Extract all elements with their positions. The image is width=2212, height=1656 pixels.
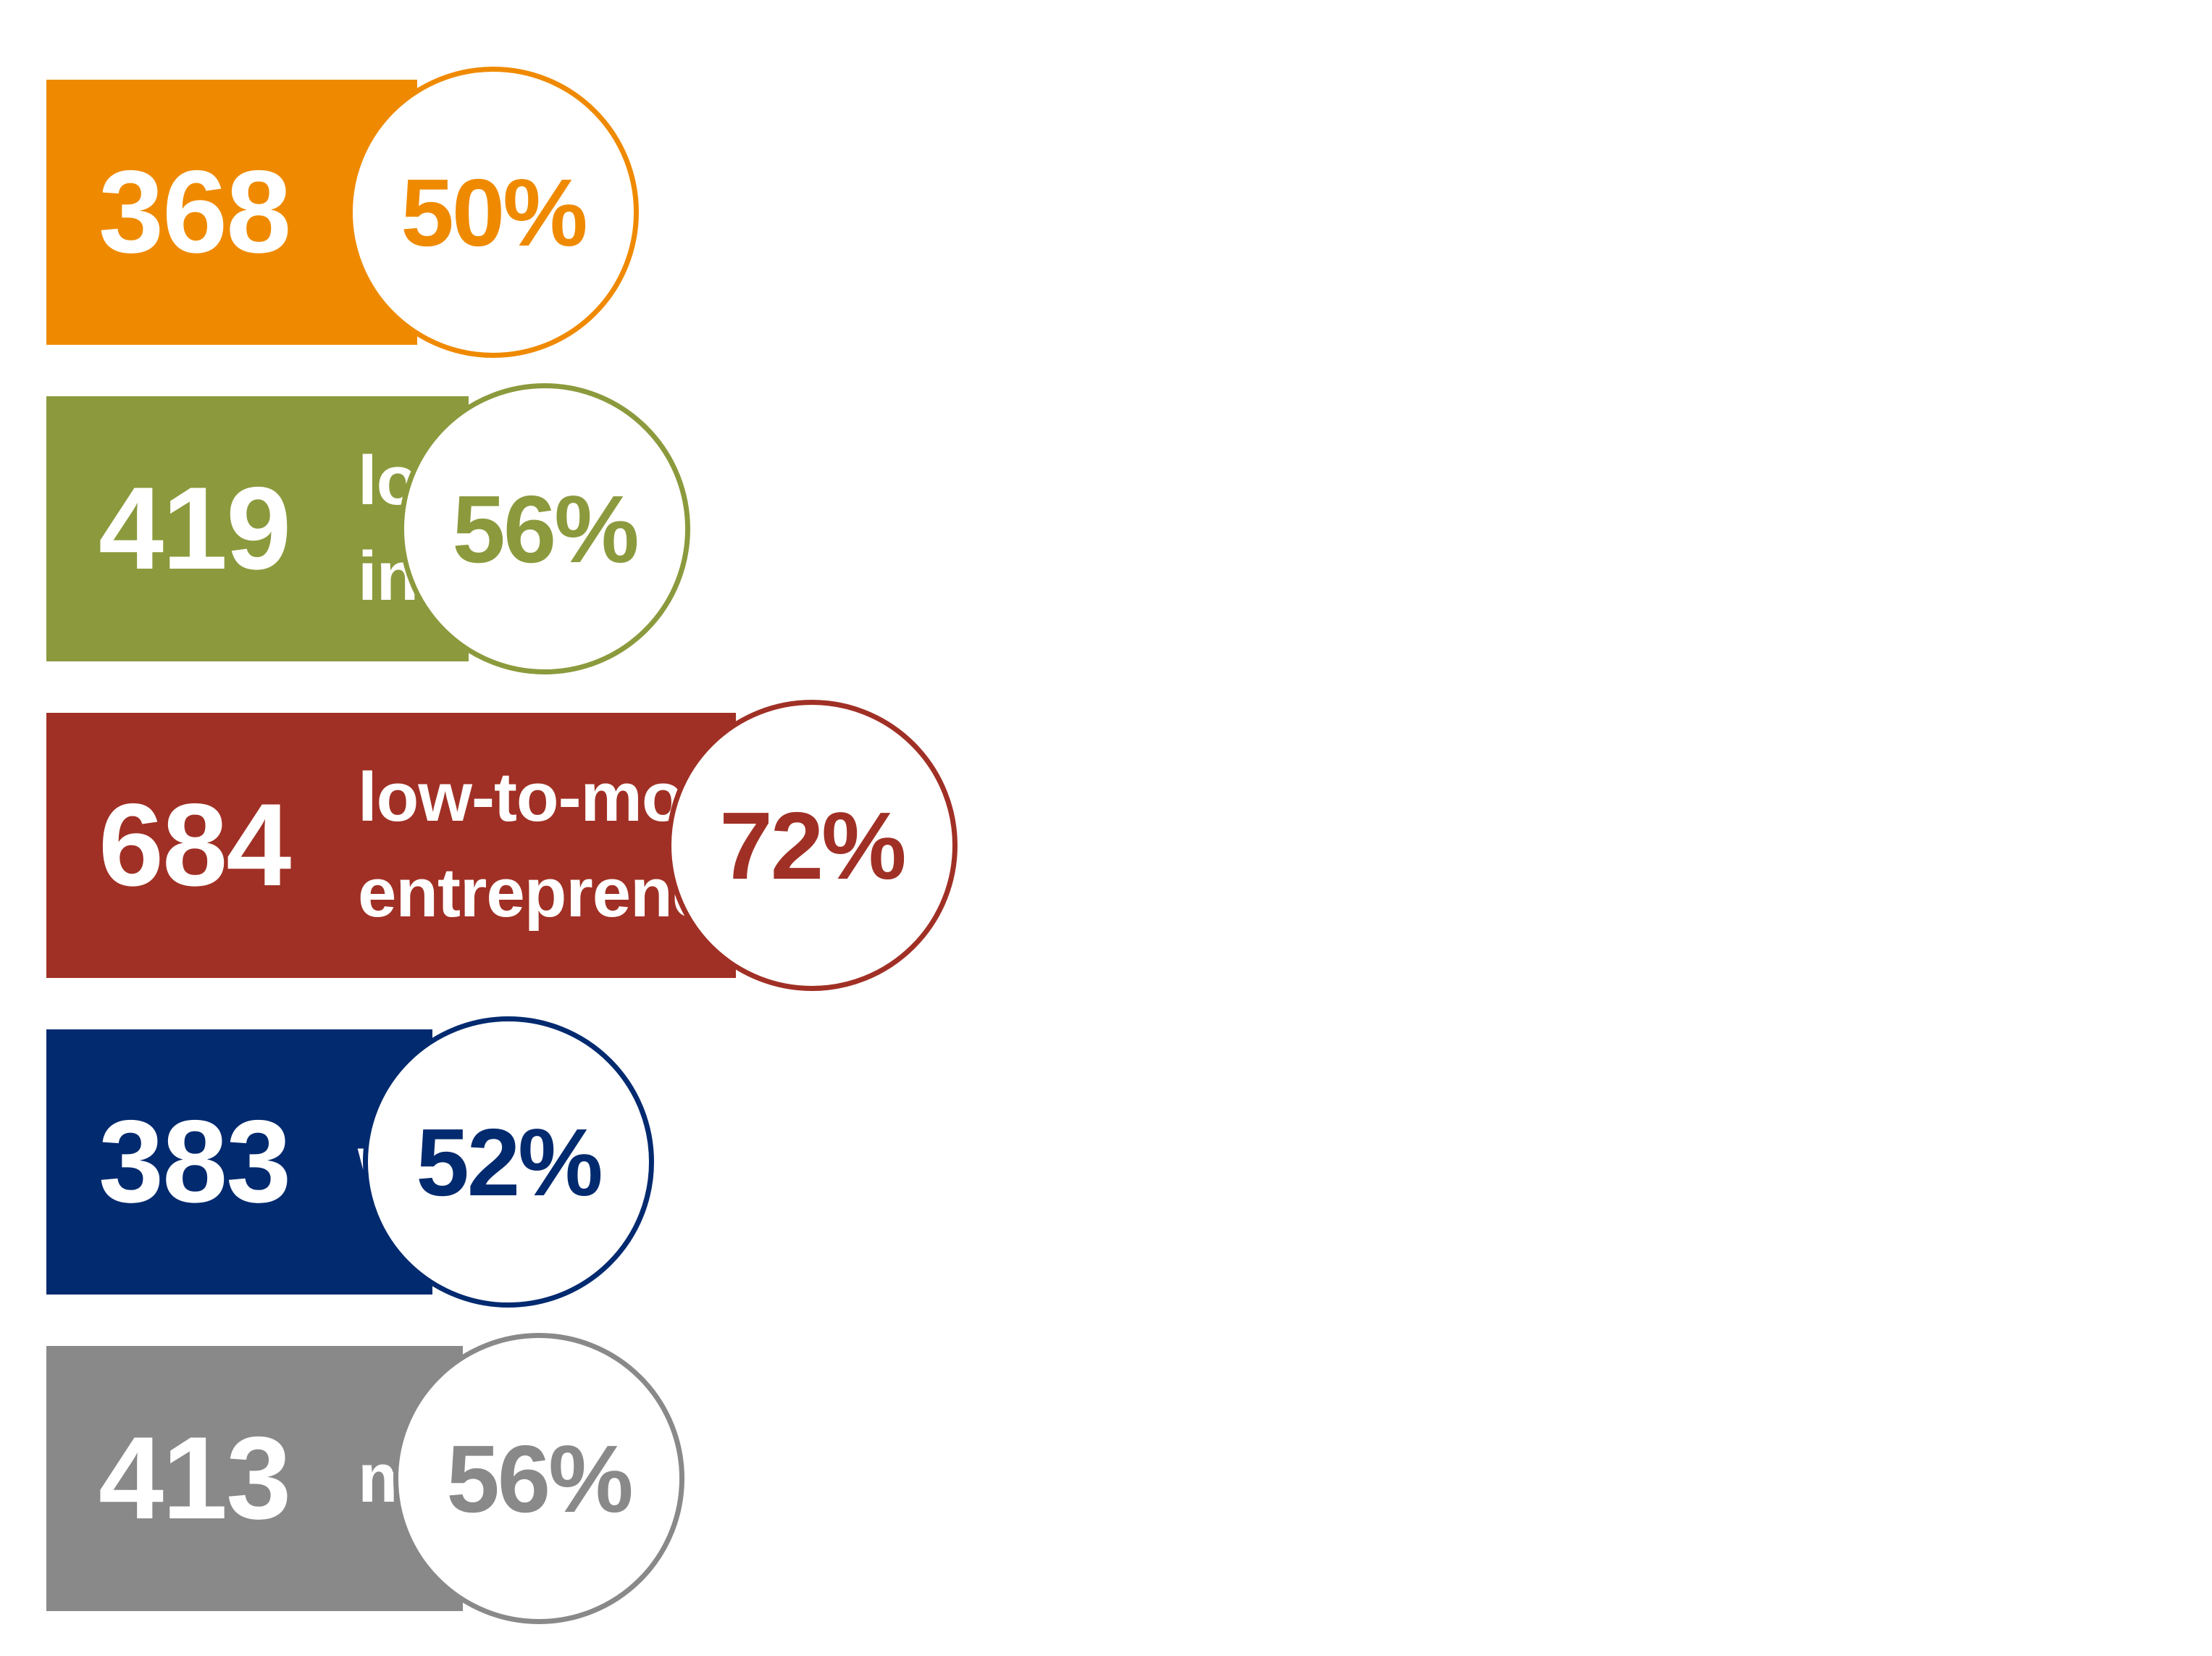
percent-badge: 52% [363,1016,654,1308]
bar-count-label: 419 [99,463,291,594]
bar-row: 684 low-to-moderate income entrepreneurs [46,713,1146,978]
bar [46,713,736,978]
bar-count-label: 368 [99,146,291,277]
percent-badge: 50% [348,67,639,358]
bar [46,396,469,661]
percent-badge: 56% [393,1333,684,1624]
bar-count-label: 383 [99,1096,291,1227]
percent-badge: 72% [666,700,958,991]
bar-count-label: 684 [99,779,291,911]
bar-count-label: 413 [99,1413,291,1544]
percent-badge: 56% [399,383,690,674]
